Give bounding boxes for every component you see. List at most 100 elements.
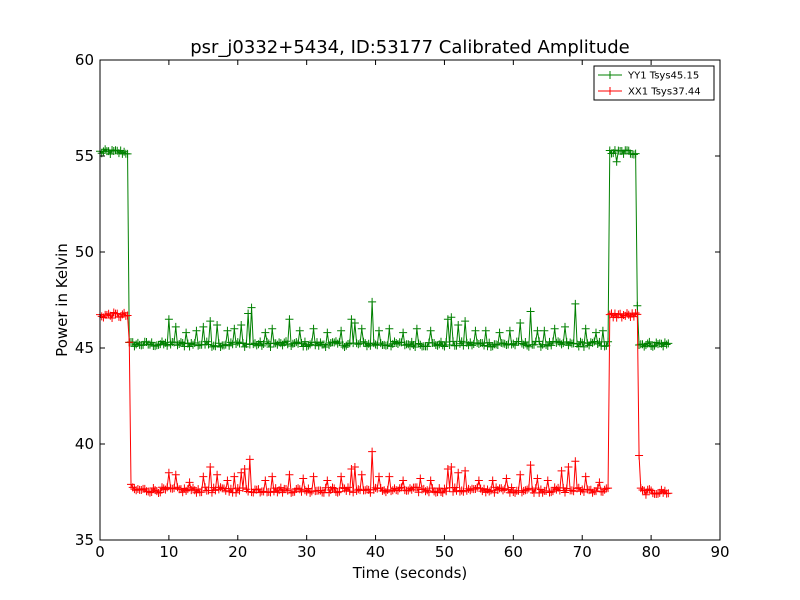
legend-label-xx1: XX1 Tsys37.44 bbox=[628, 87, 701, 98]
data-point-xx1 bbox=[437, 487, 445, 496]
data-point-yy1 bbox=[335, 338, 344, 347]
data-point-xx1 bbox=[369, 485, 378, 494]
data-point-xx1 bbox=[521, 486, 530, 495]
data-point-yy1 bbox=[619, 149, 628, 158]
data-point-xx1 bbox=[519, 486, 528, 495]
data-point-yy1 bbox=[433, 341, 442, 350]
data-point-xx1 bbox=[449, 487, 458, 496]
data-point-yy1 bbox=[178, 339, 187, 348]
x-tick-label: 60 bbox=[504, 543, 523, 561]
data-point-xx1 bbox=[337, 472, 346, 481]
data-point-yy1 bbox=[471, 326, 480, 335]
data-point-yy1 bbox=[350, 319, 359, 328]
data-point-xx1 bbox=[266, 488, 275, 497]
data-point-xx1 bbox=[581, 472, 590, 481]
data-point-yy1 bbox=[399, 328, 408, 337]
data-point-yy1 bbox=[468, 341, 476, 350]
data-point-xx1 bbox=[604, 484, 613, 493]
data-point-xx1 bbox=[416, 474, 425, 483]
data-point-xx1 bbox=[328, 483, 337, 492]
data-point-xx1 bbox=[640, 486, 649, 495]
data-point-yy1 bbox=[302, 342, 311, 351]
data-point-yy1 bbox=[535, 337, 544, 346]
data-point-xx1 bbox=[145, 488, 154, 497]
data-point-yy1 bbox=[176, 338, 185, 347]
data-point-xx1 bbox=[473, 483, 482, 492]
data-point-yy1 bbox=[561, 322, 569, 331]
data-point-xx1 bbox=[213, 470, 222, 479]
data-point-yy1 bbox=[579, 342, 588, 351]
data-point-xx1 bbox=[335, 487, 344, 496]
data-point-xx1 bbox=[466, 486, 475, 495]
data-point-xx1 bbox=[244, 487, 253, 496]
data-point-yy1 bbox=[344, 340, 352, 348]
data-point-xx1 bbox=[144, 487, 153, 496]
data-point-yy1 bbox=[431, 341, 440, 349]
data-point-yy1 bbox=[592, 328, 600, 337]
data-point-yy1 bbox=[130, 342, 139, 351]
data-point-xx1 bbox=[333, 488, 342, 497]
data-point-xx1 bbox=[185, 478, 194, 487]
data-point-yy1 bbox=[101, 145, 110, 154]
y-tick-label: 45 bbox=[75, 339, 94, 357]
x-axis-label: Time (seconds) bbox=[352, 564, 468, 582]
data-point-xx1 bbox=[349, 488, 358, 497]
data-point-xx1 bbox=[542, 487, 551, 496]
data-point-yy1 bbox=[132, 340, 141, 349]
data-point-xx1 bbox=[321, 483, 330, 492]
data-point-yy1 bbox=[507, 340, 516, 349]
data-point-xx1 bbox=[424, 488, 433, 497]
data-point-yy1 bbox=[383, 341, 392, 350]
data-point-xx1 bbox=[159, 484, 168, 493]
data-point-yy1 bbox=[640, 342, 649, 351]
data-point-xx1 bbox=[375, 472, 383, 481]
data-point-yy1 bbox=[147, 338, 156, 347]
data-point-xx1 bbox=[214, 485, 223, 494]
data-point-xx1 bbox=[643, 485, 652, 494]
data-point-xx1 bbox=[152, 487, 161, 496]
data-point-yy1 bbox=[447, 313, 456, 322]
data-point-xx1 bbox=[507, 483, 516, 492]
data-point-yy1 bbox=[600, 342, 609, 351]
data-point-xx1 bbox=[571, 457, 580, 466]
data-point-xx1 bbox=[268, 472, 277, 481]
data-point-yy1 bbox=[375, 326, 383, 335]
data-point-yy1 bbox=[304, 341, 313, 350]
data-point-xx1 bbox=[156, 488, 165, 497]
data-point-yy1 bbox=[233, 338, 242, 347]
data-point-yy1 bbox=[230, 324, 239, 333]
data-point-yy1 bbox=[540, 326, 549, 335]
data-point-xx1 bbox=[104, 309, 113, 318]
data-point-yy1 bbox=[361, 339, 370, 348]
data-point-yy1 bbox=[266, 342, 275, 351]
data-point-yy1 bbox=[354, 340, 363, 349]
data-point-xx1 bbox=[163, 483, 172, 492]
data-point-xx1 bbox=[564, 463, 573, 472]
data-point-xx1 bbox=[261, 476, 270, 485]
x-tick-label: 10 bbox=[159, 543, 178, 561]
data-point-xx1 bbox=[378, 486, 387, 495]
data-point-yy1 bbox=[242, 339, 251, 348]
x-tick-label: 0 bbox=[95, 543, 105, 561]
data-point-yy1 bbox=[247, 303, 256, 312]
series-layer bbox=[96, 145, 673, 499]
data-point-yy1 bbox=[225, 341, 234, 350]
data-point-yy1 bbox=[171, 322, 180, 331]
data-point-yy1 bbox=[237, 320, 246, 329]
data-point-xx1 bbox=[500, 484, 509, 493]
data-point-xx1 bbox=[450, 483, 459, 492]
data-point-yy1 bbox=[192, 326, 201, 335]
data-point-xx1 bbox=[269, 487, 278, 496]
data-point-yy1 bbox=[120, 147, 129, 156]
data-point-yy1 bbox=[631, 149, 640, 158]
plot-frame bbox=[99, 59, 721, 541]
data-point-yy1 bbox=[182, 328, 191, 337]
data-point-yy1 bbox=[502, 341, 511, 350]
data-point-xx1 bbox=[428, 484, 437, 493]
data-point-xx1 bbox=[526, 461, 535, 470]
data-point-xx1 bbox=[256, 488, 265, 497]
data-point-yy1 bbox=[588, 338, 597, 347]
data-point-xx1 bbox=[300, 486, 309, 495]
data-point-xx1 bbox=[183, 485, 192, 494]
data-point-xx1 bbox=[118, 310, 127, 319]
